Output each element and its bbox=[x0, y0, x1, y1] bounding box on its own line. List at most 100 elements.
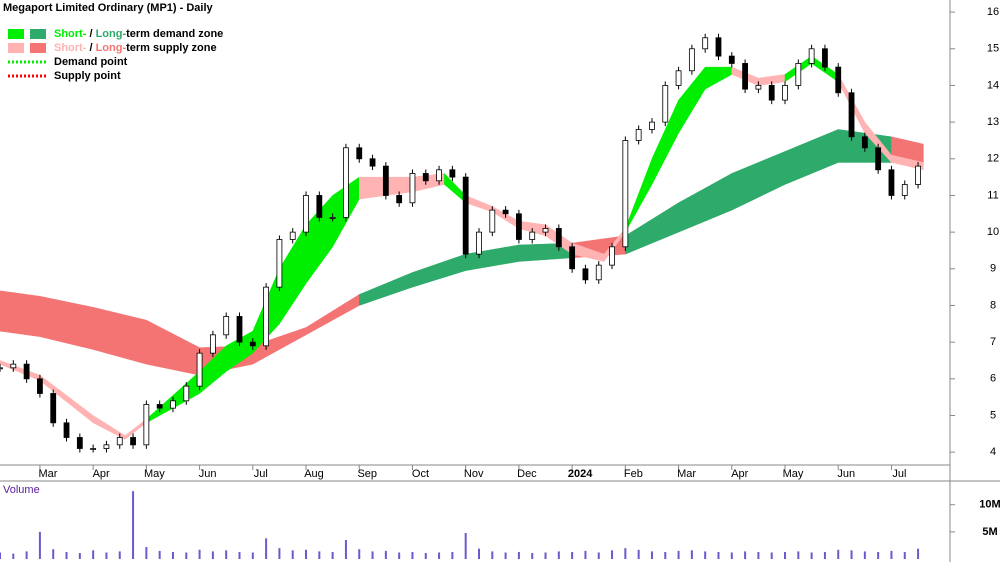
volume-bar bbox=[12, 553, 15, 559]
candle bbox=[90, 448, 97, 450]
legend-entry: Short- / Long-term supply zone bbox=[54, 42, 217, 54]
volume-bar bbox=[757, 551, 760, 559]
y-tick-label: 4 bbox=[990, 446, 996, 458]
candle bbox=[130, 437, 136, 446]
x-tick-label: Jun bbox=[199, 468, 217, 480]
candle bbox=[382, 165, 389, 196]
candle bbox=[915, 165, 921, 185]
volume-bar bbox=[371, 551, 374, 559]
candle bbox=[356, 147, 363, 160]
legend-text: term supply zone bbox=[126, 42, 216, 54]
candle bbox=[276, 239, 283, 288]
volume-bar bbox=[877, 551, 880, 559]
x-tick-label: 2024 bbox=[568, 468, 593, 480]
volume-bar bbox=[597, 552, 600, 559]
volume-bar bbox=[797, 551, 800, 559]
candle bbox=[489, 209, 496, 233]
candle bbox=[369, 158, 376, 167]
candle bbox=[329, 217, 336, 219]
volume-bar bbox=[917, 548, 920, 559]
volume-bar bbox=[903, 551, 906, 559]
candle bbox=[768, 85, 775, 101]
candle bbox=[516, 213, 522, 240]
legend-text: / bbox=[86, 28, 95, 40]
candle bbox=[529, 231, 536, 240]
volume-bar bbox=[677, 550, 680, 559]
x-tick-label: Mar bbox=[38, 468, 57, 480]
volume-bar bbox=[544, 552, 547, 559]
candle bbox=[742, 63, 748, 90]
volume-bar bbox=[837, 549, 840, 559]
volume-bar bbox=[704, 551, 707, 559]
candle bbox=[649, 121, 655, 130]
legend-text: Long- bbox=[96, 42, 127, 54]
axes: 4 5 6 7 8 9 10 11 12 13 14 15 16 Mar Apr May Jun Jul Aug Se… bbox=[38, 6, 999, 480]
legend-swatch bbox=[30, 43, 46, 53]
candles bbox=[0, 33, 921, 453]
candle bbox=[582, 268, 589, 281]
volume-bar bbox=[571, 551, 574, 559]
volume-bar bbox=[65, 551, 68, 559]
x-tick-label: Jul bbox=[892, 468, 906, 480]
candle bbox=[156, 404, 163, 409]
volume-bar bbox=[424, 553, 427, 559]
candle bbox=[635, 129, 642, 141]
x-tick-label: May bbox=[783, 468, 804, 480]
candle bbox=[688, 48, 695, 72]
candle bbox=[50, 393, 57, 424]
volume-bar bbox=[105, 552, 108, 559]
candle bbox=[835, 66, 842, 94]
candle bbox=[449, 169, 456, 178]
volume-bar bbox=[810, 552, 813, 559]
candle bbox=[728, 55, 735, 64]
volume-tick-label: 5M bbox=[982, 526, 997, 538]
y-tick-label: 6 bbox=[990, 373, 996, 385]
legend-text: Short- bbox=[54, 28, 87, 40]
candle bbox=[848, 92, 855, 138]
volume-bar bbox=[211, 551, 214, 559]
y-tick-label: 16 bbox=[987, 6, 999, 18]
volume-bar bbox=[863, 551, 866, 559]
volume-bar bbox=[784, 551, 787, 559]
candle bbox=[0, 367, 3, 370]
volume-bar bbox=[171, 551, 174, 559]
candle bbox=[249, 341, 256, 347]
candle bbox=[555, 228, 562, 248]
legend-entry: Supply point bbox=[54, 70, 121, 82]
volume-bar bbox=[78, 553, 81, 559]
volume-bar bbox=[398, 552, 401, 559]
candle bbox=[502, 209, 509, 215]
volume-bar bbox=[850, 550, 853, 559]
volume-bar bbox=[278, 548, 281, 559]
volume-bar bbox=[584, 550, 587, 559]
candle bbox=[795, 63, 802, 86]
legend-swatch bbox=[30, 29, 46, 39]
volume-bar bbox=[225, 550, 228, 559]
volume-bar bbox=[823, 551, 826, 559]
y-tick-label: 14 bbox=[987, 79, 999, 91]
candle bbox=[782, 85, 788, 101]
candle bbox=[662, 85, 669, 123]
candle bbox=[63, 422, 70, 438]
volume-bar bbox=[531, 553, 534, 559]
chart-title: Megaport Limited Ordinary (MP1) - Daily bbox=[3, 2, 214, 14]
volume-bar bbox=[438, 552, 441, 559]
volume-bar bbox=[0, 552, 1, 559]
volume-bar bbox=[25, 551, 28, 559]
volume-bar bbox=[464, 532, 467, 559]
volume-bar bbox=[238, 551, 241, 559]
candle bbox=[888, 169, 895, 196]
y-tick-label: 5 bbox=[990, 409, 996, 421]
legend-swatch bbox=[8, 29, 24, 39]
volume-bar bbox=[411, 551, 414, 559]
candle bbox=[422, 173, 429, 182]
x-tick-label: Apr bbox=[731, 468, 748, 480]
volume-bar bbox=[305, 549, 308, 559]
candle bbox=[755, 85, 762, 90]
volume-bar bbox=[690, 550, 693, 559]
y-tick-label: 12 bbox=[987, 153, 999, 165]
candle bbox=[409, 173, 416, 204]
candle bbox=[822, 48, 828, 68]
volume-bar bbox=[517, 551, 520, 559]
